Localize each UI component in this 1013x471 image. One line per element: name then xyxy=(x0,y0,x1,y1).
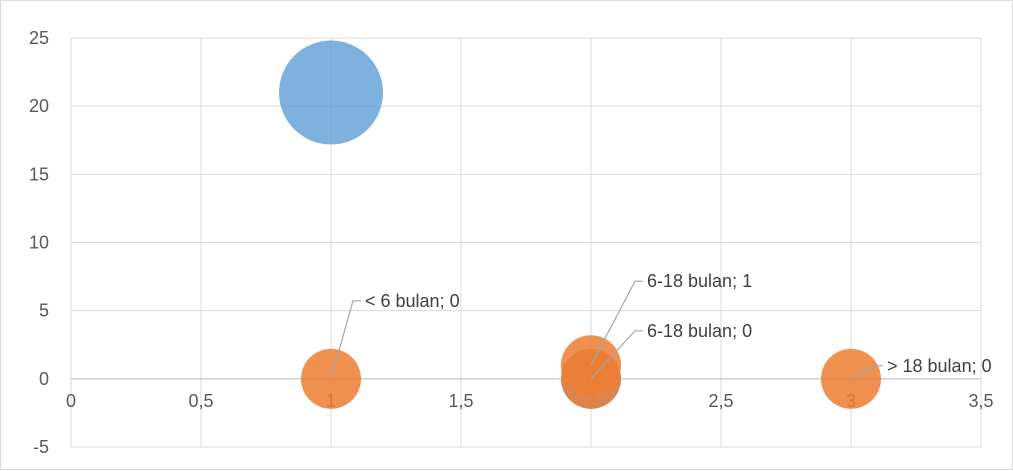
label-leader-line xyxy=(850,365,883,380)
label-leader-line xyxy=(590,330,643,380)
y-tick-label: 0 xyxy=(39,369,49,389)
data-label: 6-18 bulan; 0 xyxy=(647,321,752,341)
x-tick-label: 3,5 xyxy=(968,391,993,411)
y-tick-label: 10 xyxy=(29,233,49,253)
data-label: < 6 bulan; 0 xyxy=(365,291,460,311)
y-tick-label: 5 xyxy=(39,301,49,321)
y-tick-label: 25 xyxy=(29,28,49,48)
y-tick-label: 15 xyxy=(29,164,49,184)
y-tick-label: -5 xyxy=(33,437,49,457)
data-labels: < 6 bulan; 0 6-18 bulan; 1 6-18 bulan; 0 > … xyxy=(330,271,992,380)
x-tick-label: 0,5 xyxy=(188,391,213,411)
data-label: > 18 bulan; 0 xyxy=(887,356,992,376)
y-tick-label: 20 xyxy=(29,96,49,116)
data-label: 6-18 bulan; 1 xyxy=(647,271,752,291)
label-leader-line xyxy=(330,300,361,379)
x-tick-label: 0 xyxy=(66,391,76,411)
y-tick-labels: -5 0 5 10 15 20 25 xyxy=(29,28,49,457)
x-tick-label: 2,5 xyxy=(708,391,733,411)
x-tick-label: 1,5 xyxy=(448,391,473,411)
bubbles xyxy=(279,40,881,409)
label-leader-line xyxy=(590,280,643,366)
bubble xyxy=(279,40,383,145)
